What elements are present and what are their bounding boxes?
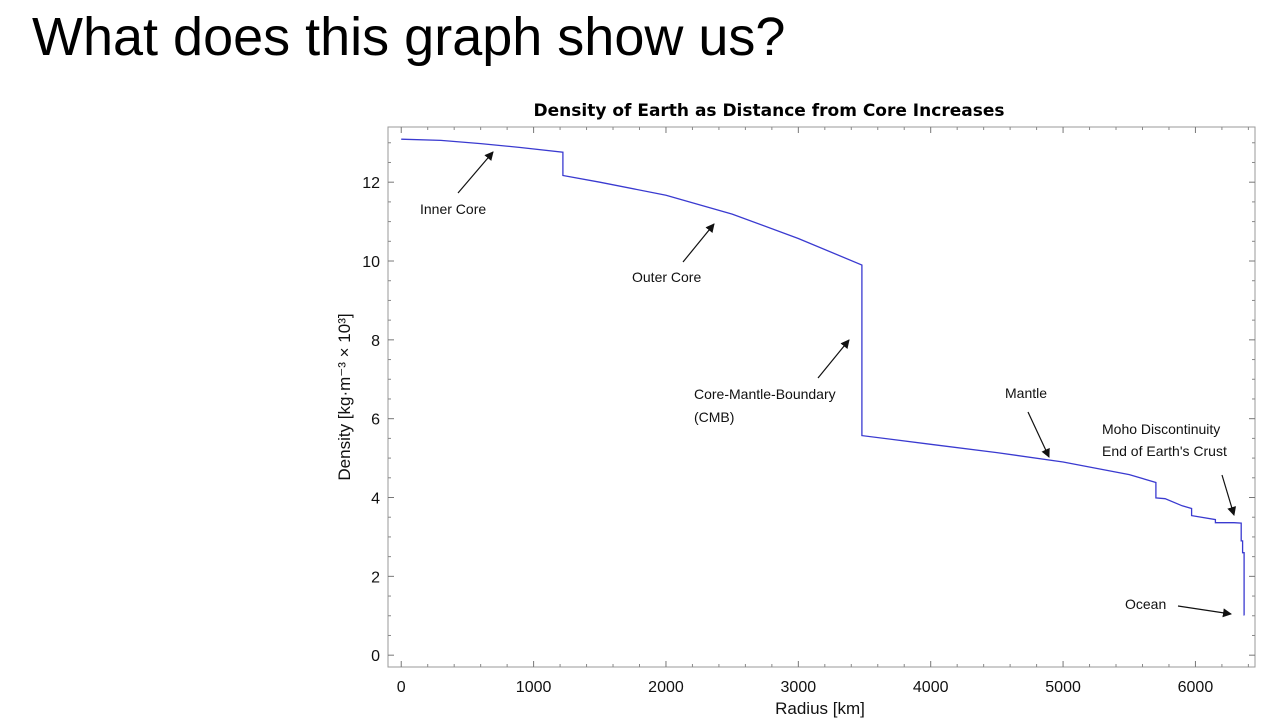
x-tick-label: 4000 (913, 679, 949, 696)
plot-frame (387, 126, 1256, 668)
tick-labels: 0 1000 2000 3000 4000 5000 6000 0 2 4 6 8 10 12 (362, 175, 1213, 696)
x-tick-label: 5000 (1045, 679, 1081, 696)
y-tick-label: 4 (371, 491, 380, 508)
arrow-moho (1221, 474, 1237, 516)
y-tick-label: 10 (362, 254, 380, 271)
arrow-mantle (1027, 411, 1050, 458)
arrow-ocean (1177, 605, 1232, 618)
x-axis-label: Radius [km] (775, 699, 865, 718)
y-tick-label: 0 (371, 648, 380, 665)
x-tick-label: 1000 (516, 679, 552, 696)
y-tick-label: 8 (371, 333, 380, 350)
annotation-ocean: Ocean (1125, 596, 1166, 612)
density-series-line (401, 138, 1245, 616)
y-tick-label: 2 (371, 569, 380, 586)
arrow-cmb (817, 339, 850, 379)
slide-title: What does this graph show us? (32, 7, 786, 67)
arrow-outer-core (682, 223, 715, 263)
y-tick-label: 12 (362, 175, 380, 192)
annotation-inner-core: Inner Core (420, 201, 486, 217)
y-tick-label: 6 (371, 412, 380, 429)
annotation-moho: Moho Discontinuity (1102, 421, 1220, 437)
annotation-mantle: Mantle (1005, 385, 1047, 401)
chart-title: Density of Earth as Distance from Core I… (520, 99, 1018, 123)
annotation-outer-core: Outer Core (632, 269, 701, 285)
annotation-cmb-abbr: (CMB) (694, 409, 734, 425)
annotation-cmb: Core-Mantle-Boundary (694, 386, 836, 402)
x-tick-label: 2000 (648, 679, 684, 696)
x-tick-label: 3000 (781, 679, 817, 696)
axis-ticks (388, 127, 1255, 667)
arrow-inner-core (457, 151, 494, 194)
annotation-crust: End of Earth's Crust (1102, 443, 1227, 459)
annotations: Inner Core Outer Core Core-Mantle-Bounda… (420, 151, 1237, 618)
y-axis-label: Density [kg·m⁻³ × 10³] (335, 313, 354, 480)
x-tick-label: 6000 (1178, 679, 1214, 696)
x-tick-label: 0 (397, 679, 406, 696)
